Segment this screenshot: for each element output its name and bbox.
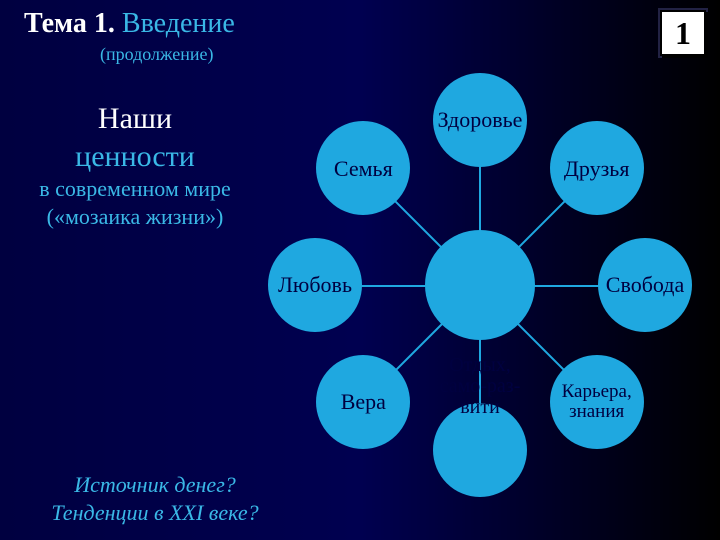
title-part-1: Тема 1.: [24, 8, 115, 39]
diagram-node: Свобода: [598, 238, 692, 332]
diagram-node-overflow-label: Отдых, само-раз-вити: [435, 355, 525, 418]
diagram-center: [425, 230, 535, 340]
diagram-node: Любовь: [268, 238, 362, 332]
diagram-node: Друзья: [550, 121, 644, 215]
diagram-node: Здоровье: [433, 73, 527, 167]
slide: 1 Тема 1. Введение (продолжение) Наши це…: [0, 0, 720, 540]
left-line-1: Наши: [20, 100, 250, 138]
left-text-block: Наши ценности в современном мире («мозаи…: [20, 100, 250, 230]
left-line-3a: в современном мире: [20, 175, 250, 203]
left-line-2: ценности: [20, 138, 250, 176]
title-continuation: (продолжение): [100, 44, 213, 65]
diagram-node: Семья: [316, 121, 410, 215]
title-part-2: Введение: [122, 8, 235, 39]
slide-title: Тема 1. Введение: [24, 8, 235, 40]
diagram-node: Карьера, знания: [550, 355, 644, 449]
diagram-node: Вера: [316, 355, 410, 449]
left-line-3b: («мозаика жизни»): [20, 203, 250, 231]
radial-diagram: ЗдоровьеДрузья Свобода Карьера, знания Отды…: [260, 30, 700, 540]
